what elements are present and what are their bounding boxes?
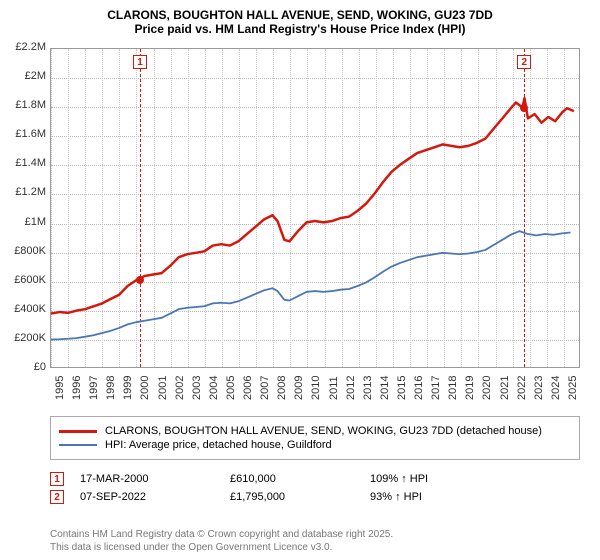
legend-row: CLARONS, BOUGHTON HALL AVENUE, SEND, WOK… (59, 425, 571, 437)
x-tick-label: 1998 (105, 376, 117, 400)
x-tick-label: 2005 (225, 376, 237, 400)
x-tick-label: 2008 (276, 376, 288, 400)
y-tick-label: £1.2M (0, 186, 46, 198)
sale-badge-cell: 1 (50, 472, 80, 486)
x-tick-label: 2000 (139, 376, 151, 400)
y-tick-label: £1.8M (0, 99, 46, 111)
sale-date: 07-SEP-2022 (80, 491, 230, 503)
x-tick-label: 2012 (345, 376, 357, 400)
legend-label: CLARONS, BOUGHTON HALL AVENUE, SEND, WOK… (105, 425, 542, 437)
sale-badge: 1 (50, 472, 64, 486)
y-tick-label: £600K (0, 274, 46, 286)
chart-container: CLARONS, BOUGHTON HALL AVENUE, SEND, WOK… (0, 0, 600, 560)
title-line2: Price paid vs. HM Land Registry's House … (0, 22, 600, 36)
x-tick-label: 2024 (550, 376, 562, 400)
x-tick-label: 2025 (567, 376, 579, 400)
y-tick-label: £1.6M (0, 128, 46, 140)
x-tick-label: 2017 (430, 376, 442, 400)
plot-area: 12 (50, 48, 580, 368)
sales-row: 1 17-MAR-2000 £610,000 109% ↑ HPI (50, 472, 580, 486)
x-tick-label: 2003 (191, 376, 203, 400)
y-tick-label: £800K (0, 245, 46, 257)
sale-pct: 109% ↑ HPI (370, 473, 490, 485)
y-tick-label: £1M (0, 216, 46, 228)
x-tick-label: 2016 (413, 376, 425, 400)
x-tick-label: 2006 (242, 376, 254, 400)
y-tick-label: £400K (0, 303, 46, 315)
sale-badge-cell: 2 (50, 490, 80, 504)
sale-price: £1,795,000 (230, 491, 370, 503)
x-tick-label: 1999 (122, 376, 134, 400)
x-tick-label: 2021 (499, 376, 511, 400)
x-tick-label: 2001 (157, 376, 169, 400)
x-tick-label: 2004 (208, 376, 220, 400)
y-tick-label: £2M (0, 70, 46, 82)
sale-badge: 2 (50, 490, 64, 504)
x-tick-label: 2014 (379, 376, 391, 400)
sale-date: 17-MAR-2000 (80, 473, 230, 485)
series-line-price_paid (51, 98, 574, 313)
sales-row: 2 07-SEP-2022 £1,795,000 93% ↑ HPI (50, 490, 580, 504)
x-tick-label: 2023 (533, 376, 545, 400)
y-tick-label: £200K (0, 332, 46, 344)
legend-swatch (59, 444, 97, 446)
x-tick-label: 2011 (328, 376, 340, 400)
y-tick-label: £2.2M (0, 41, 46, 53)
title-line1: CLARONS, BOUGHTON HALL AVENUE, SEND, WOK… (0, 8, 600, 22)
y-tick-label: £0 (0, 361, 46, 373)
y-tick-label: £1.4M (0, 157, 46, 169)
x-tick-label: 1995 (54, 376, 66, 400)
x-tick-label: 2022 (516, 376, 528, 400)
series-lines (51, 49, 579, 367)
x-tick-label: 1996 (71, 376, 83, 400)
title-block: CLARONS, BOUGHTON HALL AVENUE, SEND, WOK… (0, 0, 600, 36)
x-tick-label: 2007 (259, 376, 271, 400)
legend-row: HPI: Average price, detached house, Guil… (59, 439, 571, 451)
sales-block: 1 17-MAR-2000 £610,000 109% ↑ HPI 2 07-S… (50, 468, 580, 508)
x-tick-label: 2018 (447, 376, 459, 400)
x-tick-label: 2020 (481, 376, 493, 400)
footer-line: Contains HM Land Registry data © Crown c… (50, 528, 580, 541)
footer: Contains HM Land Registry data © Crown c… (50, 528, 580, 554)
x-tick-label: 1997 (88, 376, 100, 400)
sale-pct: 93% ↑ HPI (370, 491, 490, 503)
sale-price: £610,000 (230, 473, 370, 485)
x-tick-label: 2009 (293, 376, 305, 400)
legend: CLARONS, BOUGHTON HALL AVENUE, SEND, WOK… (50, 416, 580, 460)
x-tick-label: 2013 (362, 376, 374, 400)
x-tick-label: 2015 (396, 376, 408, 400)
footer-line: This data is licensed under the Open Gov… (50, 541, 580, 554)
legend-swatch (59, 430, 97, 433)
x-tick-label: 2019 (464, 376, 476, 400)
x-tick-label: 2010 (310, 376, 322, 400)
x-tick-label: 2002 (174, 376, 186, 400)
legend-label: HPI: Average price, detached house, Guil… (105, 439, 332, 451)
